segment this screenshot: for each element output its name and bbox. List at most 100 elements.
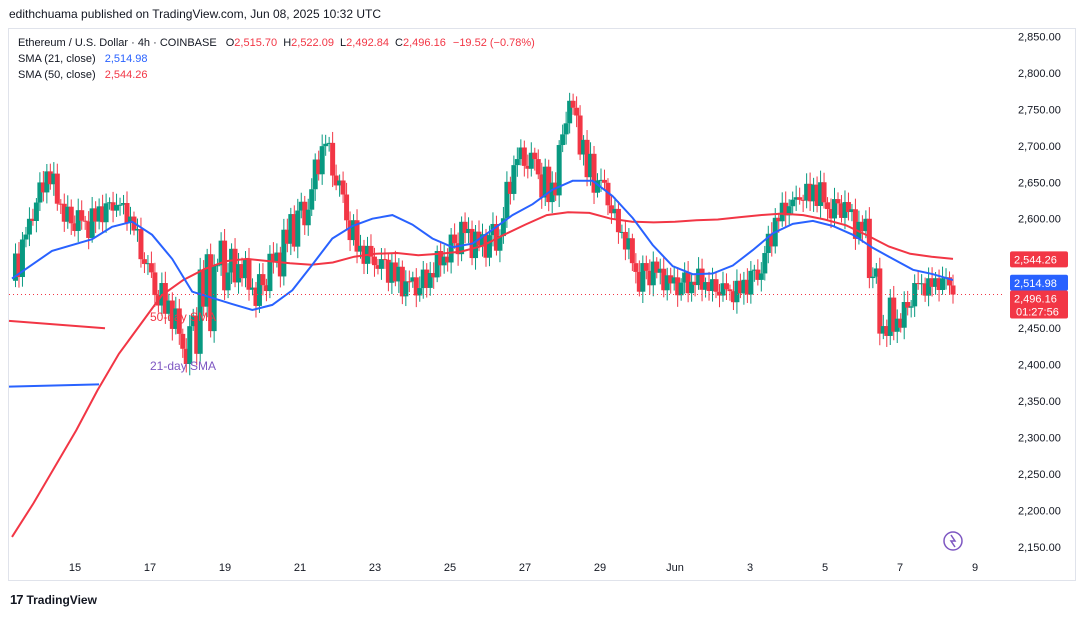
candle-body [47,171,53,185]
candle-body [584,139,590,178]
candle-body [344,194,350,221]
candle-body [835,199,841,204]
candle-body [40,182,46,193]
x-tick-label: 23 [369,562,381,574]
y-tick-label: 2,450.00 [1018,323,1061,335]
candle-body [243,259,249,279]
candle-body [141,259,147,264]
candle-body [567,100,573,124]
candle-body [898,318,904,328]
close-value: 2,496.16 [403,37,446,49]
symbol-title[interactable]: Ethereum / U.S. Dollar · 4h · COINBASE [18,37,217,49]
sma50-label: SMA (50, close) [18,69,96,81]
candle-body [82,220,88,222]
candle-body [765,233,771,254]
candle-body [870,276,876,279]
candle-body [549,182,555,203]
candle-body [291,214,297,247]
y-tick-label: 2,600.00 [1018,214,1061,226]
tradingview-logo-icon: 17 [10,592,24,607]
x-tick-label: 29 [594,562,606,574]
candle-body [319,146,325,175]
candle-body [23,234,29,240]
sma21-annotation: 21-day SMA [150,359,216,373]
candle-body [525,165,531,169]
candle-body [601,179,607,183]
candle-body [208,254,214,332]
candle-body [790,199,796,207]
candle-body [483,234,489,258]
candle-body [215,265,221,267]
candle-body [737,280,743,294]
candle-body [877,268,883,334]
candle-body [905,302,911,308]
sma21-label: SMA (21, close) [18,53,96,65]
candle-body [504,181,510,219]
candle-body [480,234,485,246]
candle-body [459,221,465,255]
candle-body [441,256,447,266]
countdown-label: 01:27:56 [1016,307,1059,319]
candle-body [950,285,956,295]
publisher-line: edithchuama published on TradingView.com… [9,7,382,21]
candle-body [511,165,517,194]
candle-body [406,281,412,283]
candle-body [926,278,932,296]
candle-body [647,270,653,286]
candle-body [117,204,123,206]
candle-body [915,283,921,285]
candle-body [452,234,458,244]
candle-body [546,166,552,203]
candle-body [849,209,855,213]
high-value: 2,522.09 [291,37,334,49]
sma50-row[interactable]: SMA (50, close) 2,544.26 [18,67,535,83]
candle-body [842,202,848,218]
candle-body [716,291,722,296]
sma50-annotation-line [8,319,106,330]
candle-body [825,202,831,210]
sma50-price-tag-label: 2,544.26 [1014,254,1057,266]
candle-body [61,203,67,222]
candle-body [190,315,196,327]
candle-body [507,181,513,194]
replay-icon [943,531,963,551]
candle-body [448,234,454,263]
sma21-annotation-line [8,383,100,388]
candle-body [514,159,520,166]
candle-body [197,269,203,354]
candle-body [431,273,437,278]
candle-body [295,210,301,247]
candle-body [19,239,25,278]
open-value: 2,515.70 [234,37,278,49]
candle-body [183,348,189,365]
candle-body [427,273,433,288]
chart-pane[interactable] [8,28,1076,581]
candle-body [270,253,276,262]
candle-body [811,184,817,202]
candle-body [612,208,618,214]
candle-body [466,228,472,234]
candle-body [629,238,635,264]
candle-body [424,269,430,288]
candle-body [762,253,768,274]
candle-body [371,256,377,266]
candle-body [218,240,224,266]
candle-body [176,308,182,334]
candle-body [396,266,402,282]
candle-body [626,238,632,250]
candle-body [710,279,716,291]
tradingview-footer[interactable]: 17 TradingView [10,592,97,607]
candle-body [828,209,834,219]
candle-body [821,182,827,203]
sma21-row[interactable]: SMA (21, close) 2,514.98 [18,51,535,67]
close-label: C [395,37,403,49]
candle-body [103,203,109,223]
candle-body [68,206,74,224]
candle-body [413,277,419,296]
candle-body [30,218,36,221]
candle-body [288,214,294,244]
candle-body [358,245,364,252]
candle-body [755,269,761,280]
y-tick-label: 2,650.00 [1018,177,1061,189]
